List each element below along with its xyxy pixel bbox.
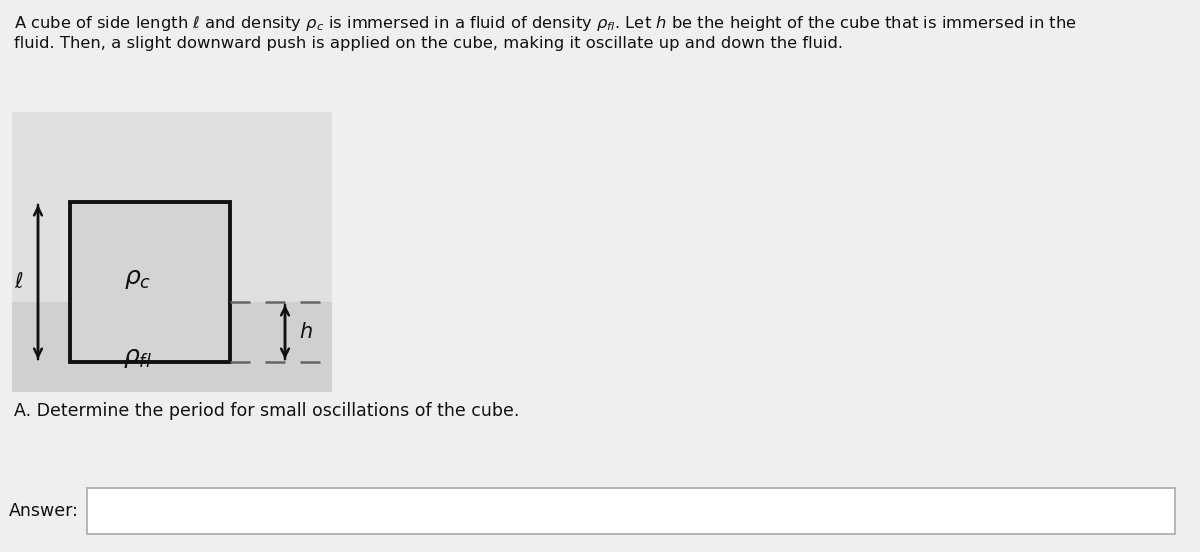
Text: Answer:: Answer: xyxy=(10,502,79,520)
Text: $\rho_{fl}$: $\rho_{fl}$ xyxy=(122,346,151,370)
Text: $\ell$: $\ell$ xyxy=(14,272,24,292)
Bar xyxy=(88,488,1175,534)
Text: fluid. Then, a slight downward push is applied on the cube, making it oscillate : fluid. Then, a slight downward push is a… xyxy=(14,36,842,51)
Text: $\rho_c$: $\rho_c$ xyxy=(124,267,151,291)
Text: A cube of side length $\ell$ and density $\rho_c$ is immersed in a fluid of dens: A cube of side length $\ell$ and density… xyxy=(14,14,1076,33)
Bar xyxy=(12,302,332,392)
Bar xyxy=(12,112,332,392)
Text: $h$: $h$ xyxy=(299,322,313,342)
Text: A. Determine the period for small oscillations of the cube.: A. Determine the period for small oscill… xyxy=(14,402,520,420)
Bar xyxy=(70,202,230,362)
